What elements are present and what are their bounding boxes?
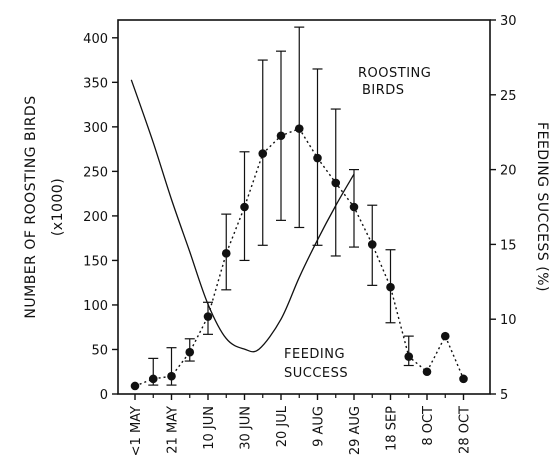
roosting-birds-point (404, 352, 414, 361)
roosting-birds-point (258, 149, 268, 158)
left-tick-label: 0 (100, 388, 108, 403)
roosting-birds-point (130, 381, 140, 391)
right-tick-label: 15 (500, 238, 517, 253)
feeding-success-curve (130, 79, 355, 353)
left-axis-title-unit: (x1000) (50, 178, 66, 236)
feeding-success-label-line1: FEEDING (284, 347, 345, 362)
roosting-birds-point (349, 202, 359, 212)
roosting-birds-point (422, 367, 432, 377)
roosting-birds-label-line2: BIRDS (362, 83, 405, 98)
left-tick-label: 250 (83, 165, 108, 180)
roosting-birds-point (240, 202, 249, 212)
plot-frame (117, 19, 491, 395)
roosting-birds-point (185, 347, 195, 357)
roosting-birds-point (148, 374, 158, 384)
x-tick-label: 18 SEP (385, 406, 400, 451)
right-tick-label: 10 (500, 313, 517, 328)
right-tick-label: 20 (500, 164, 517, 179)
left-tick-label: 300 (83, 121, 108, 136)
roosting-birds-label-line1: ROOSTING (358, 66, 431, 81)
x-axis: <1 MAY 21 MAY 10 JUN 30 JUN 20 JUL 9 AUG 29 AU… (129, 394, 473, 456)
feeding-success-label-line2: SUCCESS (284, 366, 348, 381)
x-tick-label: 9 AUG (312, 406, 327, 447)
right-tick-label: 5 (500, 388, 508, 403)
right-axis: 5 10 15 20 25 30 (490, 14, 517, 403)
left-tick-label: 150 (83, 254, 108, 269)
left-axis-title: NUMBER OF ROOSTING BIRDS (23, 95, 39, 318)
roosting-birds-point (203, 312, 213, 321)
roosting-birds-points (130, 124, 468, 391)
x-tick-label: 28 OCT (458, 406, 473, 454)
x-tick-label: <1 MAY (129, 406, 144, 456)
right-tick-label: 30 (500, 14, 517, 29)
roosting-birds-point (294, 124, 304, 133)
left-tick-label: 350 (83, 76, 108, 91)
left-tick-label: 400 (83, 32, 108, 47)
left-axis: 0 50 100 150 200 250 300 350 400 (83, 32, 118, 403)
x-tick-label: 30 JUN (239, 406, 254, 450)
roosting-birds-point (221, 249, 231, 258)
roosting-birds-point (167, 371, 176, 381)
roosting-birds-point (331, 178, 341, 188)
left-tick-label: 50 (91, 343, 108, 358)
roosting-birds-point (313, 153, 322, 163)
left-tick-label: 100 (83, 299, 108, 314)
roosting-birds-point (386, 282, 395, 292)
roosting-birds-point (367, 240, 377, 249)
x-tick-label: 21 MAY (166, 406, 181, 454)
x-tick-label: 10 JUN (202, 406, 217, 450)
right-tick-label: 25 (500, 89, 517, 104)
x-tick-label: 20 JUL (275, 405, 290, 447)
roosting-birds-point (276, 131, 286, 141)
roosting-birds-point (459, 374, 468, 384)
x-tick-label: 8 OCT (421, 406, 436, 446)
right-axis-title: FEEDING SUCCESS (%) (534, 122, 550, 292)
left-tick-label: 200 (83, 210, 108, 225)
roosting-birds-point (440, 331, 450, 341)
x-tick-label: 29 AUG (348, 406, 363, 455)
